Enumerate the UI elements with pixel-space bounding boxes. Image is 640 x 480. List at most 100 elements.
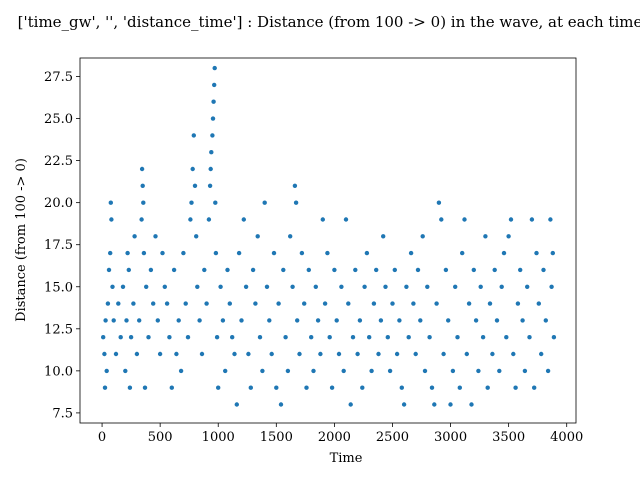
data-point — [214, 335, 220, 340]
data-point — [408, 250, 414, 256]
data-point — [139, 166, 145, 172]
data-point — [466, 301, 472, 306]
data-point — [195, 284, 200, 289]
data-point — [302, 301, 307, 306]
data-point — [525, 284, 530, 289]
data-point — [485, 385, 490, 390]
data-point — [127, 385, 133, 390]
data-point — [213, 250, 219, 256]
data-point — [134, 351, 140, 357]
data-point — [104, 368, 109, 374]
x-tick-label: 500 — [148, 430, 173, 445]
data-point — [102, 351, 107, 357]
data-point — [448, 402, 453, 407]
y-tick-label: 15.0 — [44, 280, 73, 295]
data-point — [132, 234, 137, 239]
data-point — [137, 318, 142, 323]
data-point — [469, 402, 474, 407]
data-point — [399, 385, 404, 390]
data-point — [522, 368, 528, 374]
data-point — [534, 250, 539, 256]
data-point — [183, 301, 188, 306]
data-point — [103, 318, 108, 323]
data-point — [209, 150, 214, 155]
data-point — [191, 133, 196, 138]
x-axis: 0 500 1000 1500 2000 2500 3000 3500 4000 — [98, 423, 583, 445]
data-point — [123, 368, 128, 374]
data-point — [176, 318, 181, 323]
data-point — [385, 335, 390, 340]
y-tick-label: 25.0 — [44, 112, 73, 127]
data-point — [293, 200, 299, 205]
data-point — [348, 402, 353, 407]
data-point — [124, 318, 129, 323]
data-point — [227, 301, 232, 306]
data-point — [551, 335, 557, 340]
data-point — [513, 385, 518, 390]
data-point — [142, 385, 148, 390]
data-point — [313, 284, 318, 289]
data-point — [212, 65, 217, 71]
data-point — [346, 301, 351, 306]
data-point — [146, 335, 151, 340]
data-point — [105, 301, 111, 306]
data-point — [353, 267, 358, 273]
data-point — [108, 250, 113, 256]
y-tick-label: 10.0 — [44, 364, 73, 379]
data-point — [189, 200, 194, 205]
y-tick-label: 12.5 — [44, 322, 73, 337]
data-point — [181, 250, 186, 256]
data-point — [225, 267, 230, 273]
data-point — [478, 284, 483, 289]
data-point — [207, 183, 213, 188]
data-point — [334, 318, 339, 323]
data-point — [367, 335, 372, 340]
data-point — [285, 368, 291, 374]
data-point — [116, 301, 121, 306]
data-point — [243, 284, 249, 289]
data-point — [453, 284, 458, 289]
data-point — [529, 217, 535, 222]
data-point — [336, 351, 342, 357]
data-point — [425, 284, 430, 289]
data-point — [276, 301, 281, 306]
data-point — [140, 183, 145, 188]
x-tick-label: 0 — [98, 430, 106, 445]
data-point — [220, 318, 226, 323]
data-point — [360, 385, 365, 390]
y-tick-label: 22.5 — [44, 154, 73, 169]
data-point — [473, 318, 479, 323]
y-tick-label: 17.5 — [44, 238, 73, 253]
data-point — [192, 183, 198, 188]
data-point — [118, 335, 123, 340]
data-point — [234, 402, 239, 407]
data-point — [269, 351, 274, 357]
data-point — [490, 351, 495, 357]
data-point — [392, 267, 397, 273]
data-point — [113, 351, 119, 357]
data-point — [210, 133, 215, 138]
data-point — [167, 335, 172, 340]
data-point — [162, 284, 167, 289]
data-point — [541, 267, 546, 273]
data-point — [322, 301, 328, 306]
data-point — [464, 351, 469, 357]
data-point — [471, 267, 476, 273]
data-point — [381, 234, 386, 239]
data-point — [371, 301, 377, 306]
data-point — [545, 368, 551, 374]
data-point — [434, 301, 439, 306]
data-point — [171, 267, 177, 273]
data-point — [420, 234, 425, 239]
data-point — [404, 284, 409, 289]
data-point — [476, 368, 481, 374]
data-point — [271, 250, 277, 256]
data-point — [527, 335, 532, 340]
data-point — [306, 267, 311, 273]
data-point — [109, 217, 114, 222]
data-point — [106, 267, 112, 273]
data-point — [255, 234, 260, 239]
data-point — [174, 351, 179, 357]
data-point — [292, 183, 298, 188]
